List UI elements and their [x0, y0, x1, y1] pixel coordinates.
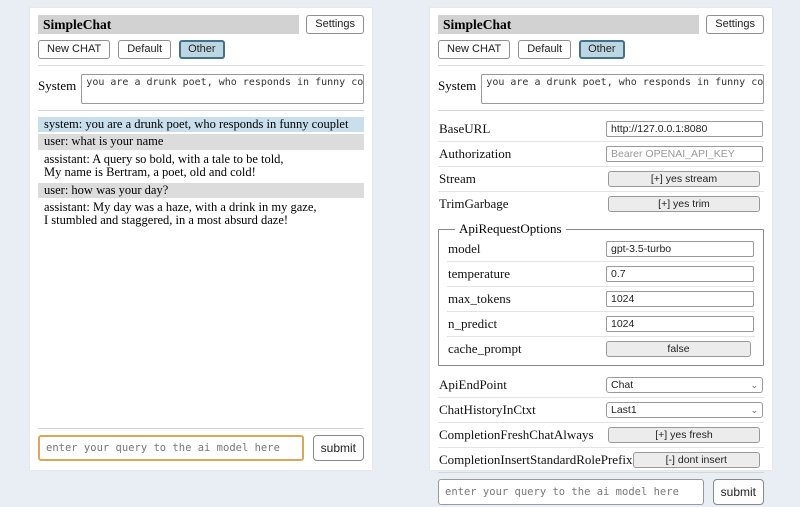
query-section: submit: [38, 428, 364, 463]
app-title: SimpleChat: [438, 15, 700, 34]
api-request-options-fieldset: ApiRequestOptions model temperature max_…: [438, 221, 764, 366]
fieldset-legend: ApiRequestOptions: [459, 221, 562, 236]
other-button[interactable]: Other: [179, 40, 225, 59]
chat-history-select[interactable]: Last1 ⌄: [606, 402, 763, 418]
header: SimpleChat Settings: [38, 15, 364, 34]
system-label: System: [438, 78, 477, 93]
divider: [38, 110, 364, 111]
setting-label: ApiEndPoint: [439, 377, 507, 392]
temperature-input[interactable]: [606, 266, 754, 282]
default-button[interactable]: Default: [118, 40, 172, 59]
setting-row-api-endpoint: ApiEndPoint Chat ⌄: [438, 373, 764, 397]
chat-message: user: what is your name: [38, 134, 364, 150]
max-tokens-input[interactable]: [606, 291, 754, 307]
page: SimpleChat Settings New CHAT Default Oth…: [30, 8, 772, 505]
setting-row-n-predict: n_predict: [447, 311, 755, 336]
setting-label: Stream: [439, 171, 476, 186]
system-prompt-section: System you are a drunk poet, who respond…: [38, 74, 364, 104]
settings-button[interactable]: Settings: [306, 15, 364, 34]
chevron-down-icon: ⌄: [750, 404, 758, 415]
header: SimpleChat Settings: [438, 15, 764, 34]
setting-label: n_predict: [448, 316, 498, 331]
setting-row-chat-history: ChatHistoryInCtxt Last1 ⌄: [438, 397, 764, 422]
new-chat-button[interactable]: New CHAT: [38, 40, 111, 59]
api-endpoint-select[interactable]: Chat ⌄: [606, 377, 763, 393]
settings-panel: SimpleChat Settings New CHAT Default Oth…: [430, 8, 772, 505]
toolbar: New CHAT Default Other: [438, 40, 764, 66]
setting-row-max-tokens: max_tokens: [447, 286, 755, 311]
setting-row-completion-insert: CompletionInsertStandardRolePrefix [-] d…: [438, 447, 764, 472]
submit-button[interactable]: submit: [712, 479, 764, 505]
setting-row-authorization: Authorization: [438, 141, 764, 166]
divider: [438, 110, 764, 111]
baseurl-input[interactable]: [606, 121, 763, 137]
query-section: submit: [438, 472, 764, 507]
model-input[interactable]: [606, 241, 754, 257]
setting-label: temperature: [448, 266, 511, 281]
divider: [38, 428, 364, 429]
setting-label: BaseURL: [439, 121, 491, 136]
setting-label: model: [448, 241, 481, 256]
n-predict-input[interactable]: [606, 316, 754, 332]
cache-prompt-toggle-button[interactable]: false: [606, 341, 751, 357]
setting-label: max_tokens: [448, 291, 511, 306]
chat-message: assistant: My day was a haze, with a dri…: [38, 199, 364, 229]
settings-list: BaseURL Authorization Stream [+] yes str…: [438, 117, 764, 472]
chat-panel: SimpleChat Settings New CHAT Default Oth…: [30, 8, 372, 470]
completion-insert-toggle-button[interactable]: [-] dont insert: [632, 452, 760, 468]
setting-row-trimgarbage: TrimGarbage [+] yes trim: [438, 191, 764, 216]
chat-message: system: you are a drunk poet, who respon…: [38, 117, 364, 133]
chevron-down-icon: ⌄: [750, 379, 758, 390]
authorization-input[interactable]: [606, 146, 763, 162]
system-prompt-textarea[interactable]: you are a drunk poet, who responds in fu…: [481, 74, 764, 104]
setting-row-model: model: [447, 237, 755, 261]
submit-button[interactable]: submit: [312, 435, 364, 461]
divider: [438, 472, 764, 473]
setting-row-baseurl: BaseURL: [438, 117, 764, 141]
query-input[interactable]: [438, 479, 704, 505]
completion-fresh-toggle-button[interactable]: [+] yes fresh: [608, 427, 760, 443]
app-title: SimpleChat: [38, 15, 300, 34]
setting-row-completion-fresh: CompletionFreshChatAlways [+] yes fresh: [438, 422, 764, 447]
query-input[interactable]: [38, 435, 304, 461]
setting-label: CompletionInsertStandardRolePrefix: [439, 452, 633, 467]
chat-log: system: you are a drunk poet, who respon…: [38, 117, 364, 231]
toolbar: New CHAT Default Other: [38, 40, 364, 66]
other-button[interactable]: Other: [579, 40, 625, 59]
trimgarbage-toggle-button[interactable]: [+] yes trim: [608, 196, 760, 212]
system-prompt-textarea[interactable]: you are a drunk poet, who responds in fu…: [81, 74, 364, 104]
select-value: Last1: [611, 404, 637, 416]
new-chat-button[interactable]: New CHAT: [438, 40, 511, 59]
stream-toggle-button[interactable]: [+] yes stream: [608, 171, 760, 187]
default-button[interactable]: Default: [518, 40, 572, 59]
setting-label: cache_prompt: [448, 341, 522, 356]
setting-label: CompletionFreshChatAlways: [439, 427, 594, 442]
setting-label: ChatHistoryInCtxt: [439, 402, 536, 417]
settings-button[interactable]: Settings: [706, 15, 764, 34]
system-label: System: [38, 78, 77, 93]
setting-row-cache-prompt: cache_prompt false: [447, 336, 755, 361]
setting-label: TrimGarbage: [439, 196, 509, 211]
select-value: Chat: [611, 379, 634, 391]
system-prompt-section: System you are a drunk poet, who respond…: [438, 74, 764, 104]
setting-row-stream: Stream [+] yes stream: [438, 166, 764, 191]
chat-message: user: how was your day?: [38, 182, 364, 198]
chat-message: assistant: A query so bold, with a tale …: [38, 151, 364, 181]
setting-row-temperature: temperature: [447, 261, 755, 286]
setting-label: Authorization: [439, 146, 512, 161]
